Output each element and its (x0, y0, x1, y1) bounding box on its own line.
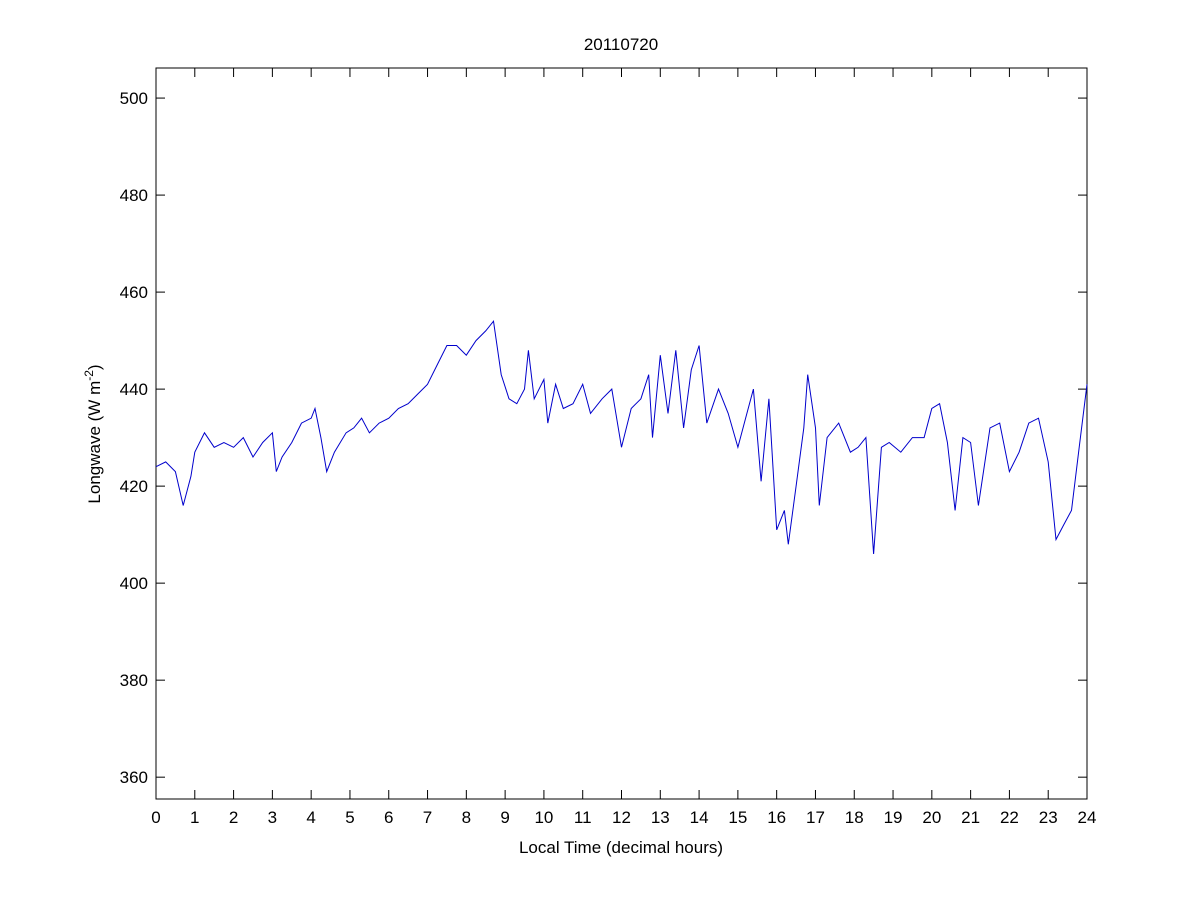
x-tick-label: 12 (612, 808, 631, 827)
x-tick-label: 9 (500, 808, 509, 827)
y-tick-label: 360 (120, 768, 148, 787)
x-tick-label: 4 (306, 808, 315, 827)
y-tick-label: 460 (120, 283, 148, 302)
x-tick-label: 22 (1000, 808, 1019, 827)
data-line (155, 319, 1088, 555)
x-tick-label: 6 (384, 808, 393, 827)
x-tick-label: 11 (574, 808, 592, 827)
x-tick-label: 3 (268, 808, 277, 827)
y-tick-label: 500 (120, 89, 148, 108)
x-tick-label: 13 (651, 808, 670, 827)
x-tick-label: 14 (690, 808, 709, 827)
x-tick-label: 23 (1039, 808, 1058, 827)
x-tick-label: 5 (345, 808, 354, 827)
x-tick-label: 8 (462, 808, 471, 827)
x-tick-label: 16 (767, 808, 786, 827)
chart-title: 20110720 (584, 35, 658, 54)
x-tick-label: 0 (151, 808, 160, 827)
x-tick-label: 7 (423, 808, 432, 827)
y-tick-label: 480 (120, 186, 148, 205)
y-label-text: Longwave (W m (85, 381, 104, 504)
y-tick-label: 380 (120, 671, 148, 690)
y-label-superscript: -2 (82, 370, 96, 381)
x-tick-label: 24 (1078, 808, 1097, 827)
x-tick-label: 10 (534, 808, 553, 827)
x-tick-label: 21 (961, 808, 980, 827)
y-tick-label: 400 (120, 574, 148, 593)
y-label-suffix: ) (85, 364, 104, 370)
x-tick-label: 15 (728, 808, 747, 827)
y-tick-label: 440 (120, 380, 148, 399)
y-axis-label: Longwave (W m-2) (82, 364, 104, 503)
x-tick-label: 17 (806, 808, 825, 827)
y-tick-label: 420 (120, 477, 148, 496)
x-tick-label: 19 (884, 808, 903, 827)
x-tick-label: 1 (190, 808, 199, 827)
x-tick-label: 18 (845, 808, 864, 827)
x-tick-label: 20 (922, 808, 941, 827)
x-axis-label: Local Time (decimal hours) (519, 838, 723, 857)
x-tick-label: 2 (229, 808, 238, 827)
